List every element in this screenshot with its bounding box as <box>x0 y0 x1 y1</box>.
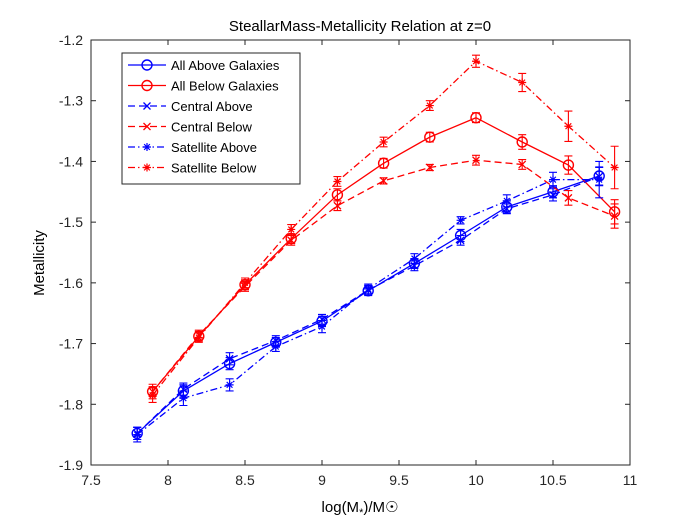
legend-label: All Above Galaxies <box>171 58 280 73</box>
series-6 <box>148 54 619 404</box>
legend-marker <box>141 79 153 92</box>
data-point <box>379 138 388 146</box>
y-axis-label: Metallicity <box>31 230 48 296</box>
data-point <box>425 101 434 110</box>
x-tick-label: 9 <box>318 472 326 488</box>
data-point <box>377 157 390 169</box>
data-point <box>333 177 342 186</box>
legend-entry: All Above Galaxies <box>128 58 280 73</box>
x-tick-label: 10 <box>468 472 484 488</box>
data-point <box>518 78 527 87</box>
chart-title: SteallarMass-Metallicity Relation at z=0 <box>229 18 491 35</box>
data-point <box>610 212 619 221</box>
data-point <box>225 354 234 363</box>
y-tick-label: -1.3 <box>59 93 83 109</box>
data-point <box>148 391 157 400</box>
legend: All Above Galaxies All Below Galaxies Cent… <box>121 52 301 185</box>
legend-box <box>121 52 301 185</box>
data-point <box>194 333 203 342</box>
data-point <box>179 394 188 403</box>
legend-label: All Below Galaxies <box>171 79 279 94</box>
legend-marker <box>141 59 153 71</box>
x-tick-label: 8.5 <box>235 472 255 488</box>
data-point <box>271 342 280 351</box>
data-point <box>318 315 326 324</box>
x-axis-label: log(M*)/M☉ <box>322 499 399 519</box>
legend-label: Central Below <box>171 120 253 135</box>
data-point <box>364 284 373 293</box>
x-axis-label-subscript: * <box>359 507 364 519</box>
x-tick-label: 9.5 <box>389 472 409 488</box>
data-point <box>472 156 480 165</box>
series-line <box>152 60 616 396</box>
x-tick-label: 11 <box>623 472 638 488</box>
data-point <box>333 201 342 210</box>
data-point <box>564 122 573 131</box>
data-point <box>456 216 465 225</box>
series-line <box>152 159 615 392</box>
series-line <box>136 176 600 434</box>
data-point <box>610 163 619 172</box>
data-point <box>318 322 326 331</box>
data-point <box>549 175 557 184</box>
x-tick-label: 7.5 <box>81 472 101 488</box>
data-point <box>472 57 480 66</box>
axes-box <box>90 39 631 466</box>
data-point <box>562 159 575 171</box>
x-tick-label: 10.5 <box>539 472 566 488</box>
legend-marker <box>143 102 151 110</box>
data-point <box>425 163 434 172</box>
data-point <box>518 160 527 169</box>
data-point <box>456 236 465 245</box>
legend-label: Satellite Above <box>171 140 257 155</box>
data-point <box>595 175 604 184</box>
error-bar <box>564 155 573 175</box>
legend-marker <box>143 143 151 151</box>
data-point <box>225 380 234 389</box>
series-5 <box>133 160 604 443</box>
legend-label: Satellite Below <box>171 161 257 176</box>
x-tick-label: 8 <box>164 472 172 488</box>
legend-entry: All Below Galaxies <box>128 79 279 94</box>
legend-entry: Central Below <box>128 120 253 135</box>
y-tick-label: -1.2 <box>59 32 83 48</box>
y-tick-label: -1.7 <box>59 336 83 352</box>
y-tick-label: -1.8 <box>59 396 83 412</box>
data-point <box>564 193 573 202</box>
data-point <box>470 112 482 124</box>
data-point <box>516 136 528 148</box>
y-tick-label: -1.5 <box>59 214 83 230</box>
y-tick-label: -1.4 <box>59 153 83 169</box>
data-point <box>549 190 557 199</box>
y-tick-label: -1.6 <box>59 275 83 291</box>
data-point <box>424 131 436 143</box>
data-point <box>271 336 280 345</box>
x-axis-label-suffix: )/M☉ <box>363 499 398 516</box>
plot-area: 7.5 8 8.5 9 9.5 10 10.5 11 -1.9 -1.8 -1.7 -1.6 -1.5 -… <box>59 32 638 488</box>
x-axis-label-prefix: log(M <box>322 499 360 516</box>
legend-marker <box>143 122 151 131</box>
data-point <box>287 236 296 245</box>
data-point <box>241 278 249 287</box>
legend-marker <box>143 163 151 172</box>
legend-label: Central Above <box>171 99 253 114</box>
legend-entry: Satellite Below <box>128 161 257 176</box>
data-point <box>331 189 344 201</box>
data-point <box>287 225 296 234</box>
y-tick-label: -1.9 <box>59 457 83 473</box>
legend-entry: Central Above <box>128 99 253 114</box>
data-point <box>379 176 388 185</box>
data-point <box>133 430 142 439</box>
legend-entry: Satellite Above <box>128 140 257 155</box>
data-point <box>410 254 419 263</box>
data-point <box>502 196 511 205</box>
